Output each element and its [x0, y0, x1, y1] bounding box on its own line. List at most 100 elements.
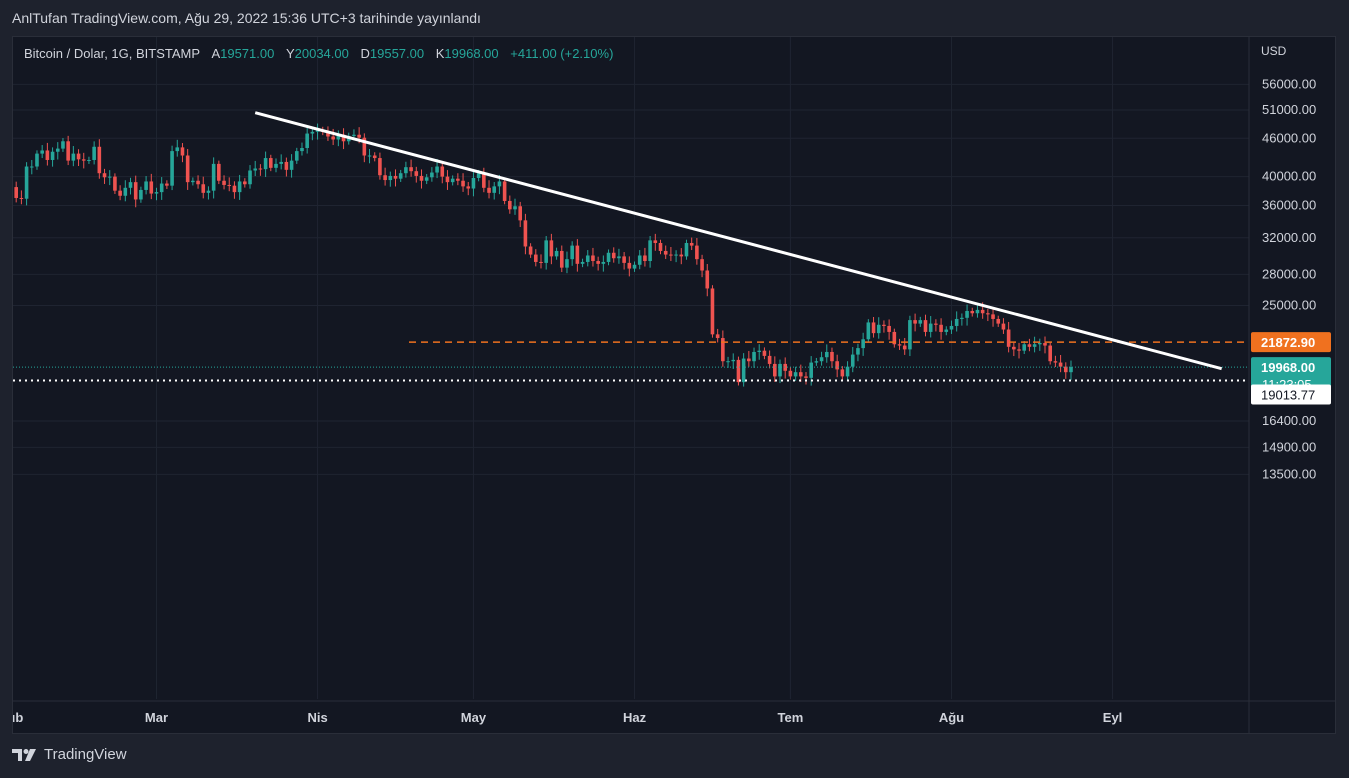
candle-body: [1027, 344, 1032, 347]
candle-body: [440, 166, 445, 177]
candle-body: [14, 187, 18, 198]
candle-body: [585, 255, 590, 262]
high-label: Y: [285, 46, 295, 61]
chart-panel[interactable]: USD 56000.00 51000.00 46000.00 40000.00 36000…: [12, 36, 1336, 734]
candle-body: [206, 190, 211, 193]
candle-body: [45, 150, 50, 160]
y-tick-label: 56000.00: [1262, 76, 1316, 91]
candle-body: [923, 320, 928, 332]
candle-body: [133, 182, 138, 200]
candle-body: [92, 146, 96, 160]
candle-body: [87, 159, 91, 161]
candle-body: [191, 180, 195, 183]
candle-body: [679, 254, 684, 257]
candle-body: [1017, 349, 1021, 351]
candle-body: [715, 334, 720, 339]
candle-body: [643, 255, 647, 262]
candle-body: [876, 324, 881, 334]
candle-body: [627, 262, 632, 269]
x-tick-label: Ağu: [939, 710, 964, 725]
price-chart[interactable]: USD 56000.00 51000.00 46000.00 40000.00 36000…: [13, 37, 1335, 733]
candle-body: [430, 172, 434, 178]
candle-body: [866, 322, 871, 340]
candle-body: [393, 175, 398, 179]
candle-body: [559, 250, 564, 268]
tradingview-brand[interactable]: TradingView: [12, 746, 127, 763]
candle-body: [40, 150, 44, 154]
candle-body: [783, 363, 788, 371]
candle-body: [341, 134, 346, 142]
candle-body: [689, 242, 694, 246]
candle-body: [533, 254, 538, 262]
candle-body: [232, 185, 237, 193]
candle-body: [1069, 367, 1073, 373]
tradingview-logo-icon: [12, 748, 36, 761]
candle-body: [300, 147, 304, 152]
candle-body: [913, 320, 917, 324]
candle-body: [773, 363, 777, 377]
y-tick-label: 25000.00: [1262, 297, 1316, 312]
candle-body: [970, 311, 975, 314]
candle-body: [669, 254, 673, 256]
candle-body: [658, 242, 663, 251]
candle-body: [980, 309, 985, 314]
candle-body: [606, 252, 611, 262]
candle-body: [798, 372, 803, 377]
level-price-tag: 21872.90: [1251, 332, 1331, 353]
candle-body: [243, 181, 247, 185]
level-price-tag-bg: [1251, 332, 1331, 353]
candle-body: [513, 206, 517, 210]
candle-body: [29, 166, 34, 168]
y-tick-label: 13500.00: [1262, 466, 1316, 481]
candle-body: [258, 168, 263, 170]
candle-body: [928, 323, 933, 332]
candle-body: [523, 220, 528, 247]
candle-body: [336, 134, 341, 140]
candle-body: [653, 240, 658, 243]
candle-body: [284, 161, 289, 170]
candle-body: [383, 175, 387, 181]
candle-body: [918, 320, 923, 324]
candle-body: [269, 158, 273, 168]
candle-body: [850, 354, 855, 367]
candle-body: [939, 324, 943, 332]
candle-body: [456, 178, 460, 181]
candle-body: [726, 361, 730, 363]
candle-body: [695, 245, 699, 260]
open-label: A: [211, 46, 221, 61]
candle-body: [35, 153, 39, 167]
candle-body: [752, 351, 756, 362]
candle-body: [965, 311, 969, 318]
candle-body: [741, 358, 746, 383]
candle-body: [960, 317, 964, 319]
candle-body: [549, 240, 554, 257]
candle-body: [663, 250, 668, 255]
candle-body: [367, 155, 372, 157]
candle-body: [544, 240, 548, 263]
candle-body: [591, 255, 595, 262]
candle-body: [700, 259, 704, 271]
candle-body: [617, 256, 621, 259]
candle-body: [102, 173, 107, 178]
candle-body: [892, 331, 897, 345]
candle-body: [819, 357, 824, 362]
close-label: K: [435, 46, 445, 61]
candle-body: [721, 338, 725, 362]
candle-body: [149, 181, 154, 194]
candle-body: [76, 153, 81, 160]
candle-body: [622, 256, 626, 263]
candle-body: [294, 151, 299, 161]
x-tick-label: Eyl: [1103, 710, 1123, 725]
candle-body: [897, 344, 902, 346]
candle-body: [326, 131, 330, 137]
candle-body: [331, 136, 335, 140]
candle-body: [497, 181, 502, 187]
candle-body: [954, 318, 959, 326]
candle-body: [352, 134, 356, 136]
candle-body: [684, 242, 689, 257]
candle-body: [1038, 343, 1042, 345]
candle-body: [580, 261, 585, 264]
candle-body: [788, 370, 793, 377]
support-price-tag-text: 19013.77: [1261, 388, 1315, 403]
y-tick-label: 46000.00: [1262, 130, 1316, 145]
